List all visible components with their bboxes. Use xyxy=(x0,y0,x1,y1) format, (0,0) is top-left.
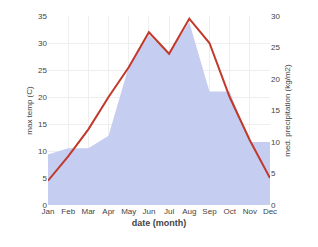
svg-text:May: May xyxy=(121,207,136,216)
svg-text:25: 25 xyxy=(271,43,280,52)
svg-text:10: 10 xyxy=(38,147,47,156)
svg-text:0: 0 xyxy=(43,201,48,210)
svg-text:5: 5 xyxy=(43,174,48,183)
svg-text:Dec: Dec xyxy=(263,207,277,216)
svg-text:date (month): date (month) xyxy=(132,218,187,228)
svg-text:10: 10 xyxy=(271,138,280,147)
svg-text:15: 15 xyxy=(271,106,280,115)
svg-text:Jul: Jul xyxy=(164,207,174,216)
svg-text:0: 0 xyxy=(271,201,276,210)
svg-text:30: 30 xyxy=(38,39,47,48)
svg-text:20: 20 xyxy=(271,75,280,84)
svg-text:Aug: Aug xyxy=(182,207,196,216)
svg-text:35: 35 xyxy=(38,12,47,21)
svg-text:max temp (C): max temp (C) xyxy=(25,86,34,135)
svg-text:med. precipitation (kg/m2): med. precipitation (kg/m2) xyxy=(283,64,292,157)
svg-text:5: 5 xyxy=(271,169,276,178)
svg-text:15: 15 xyxy=(38,120,47,129)
svg-text:25: 25 xyxy=(38,66,47,75)
svg-text:30: 30 xyxy=(271,12,280,21)
svg-text:20: 20 xyxy=(38,93,47,102)
svg-text:Nov: Nov xyxy=(243,207,257,216)
svg-text:Apr: Apr xyxy=(102,207,115,216)
svg-text:Oct: Oct xyxy=(223,207,236,216)
svg-text:Jun: Jun xyxy=(142,207,155,216)
svg-text:Sep: Sep xyxy=(202,207,217,216)
svg-text:Mar: Mar xyxy=(81,207,95,216)
svg-text:Jan: Jan xyxy=(42,207,55,216)
svg-text:Feb: Feb xyxy=(61,207,75,216)
